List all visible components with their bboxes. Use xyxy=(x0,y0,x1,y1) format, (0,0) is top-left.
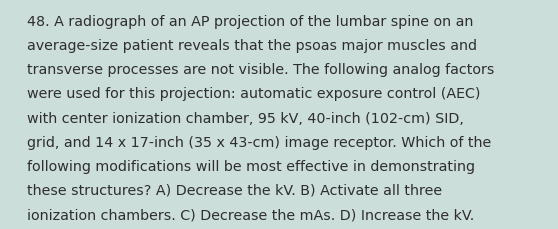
Text: with center ionization chamber, 95 kV, 40-inch (102-cm) SID,: with center ionization chamber, 95 kV, 4… xyxy=(27,111,464,125)
Text: grid, and 14 x 17-inch (35 x 43-cm) image receptor. Which of the: grid, and 14 x 17-inch (35 x 43-cm) imag… xyxy=(27,135,491,149)
Text: average-size patient reveals that the psoas major muscles and: average-size patient reveals that the ps… xyxy=(27,39,477,53)
Text: following modifications will be most effective in demonstrating: following modifications will be most eff… xyxy=(27,159,475,173)
Text: these structures? A) Decrease the kV. B) Activate all three: these structures? A) Decrease the kV. B)… xyxy=(27,183,442,197)
Text: ionization chambers. C) Decrease the mAs. D) Increase the kV.: ionization chambers. C) Decrease the mAs… xyxy=(27,207,474,221)
Text: 48. A radiograph of an AP projection of the lumbar spine on an: 48. A radiograph of an AP projection of … xyxy=(27,15,473,29)
Text: transverse processes are not visible. The following analog factors: transverse processes are not visible. Th… xyxy=(27,63,494,77)
Text: were used for this projection: automatic exposure control (AEC): were used for this projection: automatic… xyxy=(27,87,480,101)
